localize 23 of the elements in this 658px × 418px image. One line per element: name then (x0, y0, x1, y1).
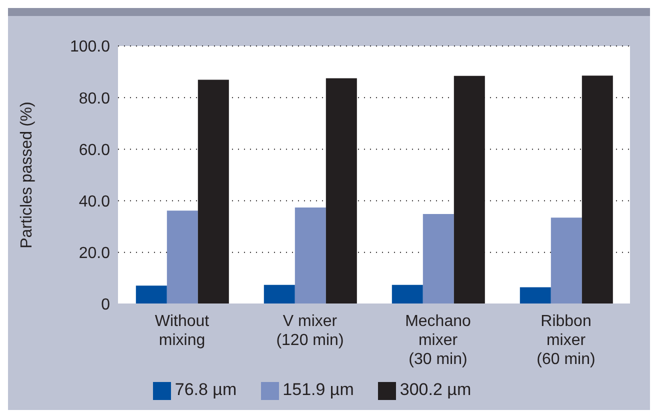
bar (550, 218, 582, 304)
y-axis-title: Particles passed (%) (18, 102, 36, 248)
y-tick-label: 60.0 (78, 142, 110, 159)
x-tick-label: V mixer (120 min) (276, 313, 344, 349)
bar (454, 76, 485, 304)
bar (392, 284, 423, 304)
y-tick-label: 20.0 (78, 245, 110, 262)
bar (136, 286, 167, 304)
y-tick-label: 100.0 (70, 38, 110, 56)
y-tick-label: 80.0 (78, 90, 110, 108)
bar (264, 284, 295, 304)
x-tick-label: Ribbon mixer (60 min) (536, 313, 596, 368)
y-tick-label: 0 (101, 296, 110, 314)
bar (294, 208, 326, 304)
legend-label: 300.2 µm (400, 380, 472, 399)
x-tick-label: Without mixing (154, 313, 210, 349)
legend-label: 151.9 µm (282, 380, 354, 399)
bar (166, 210, 198, 304)
legend-label: 76.8 µm (174, 380, 237, 399)
x-tick-label: Mechano mixer (30 min) (405, 313, 472, 368)
bar (520, 287, 551, 304)
bar (422, 214, 454, 304)
y-tick-label: 40.0 (78, 193, 110, 210)
